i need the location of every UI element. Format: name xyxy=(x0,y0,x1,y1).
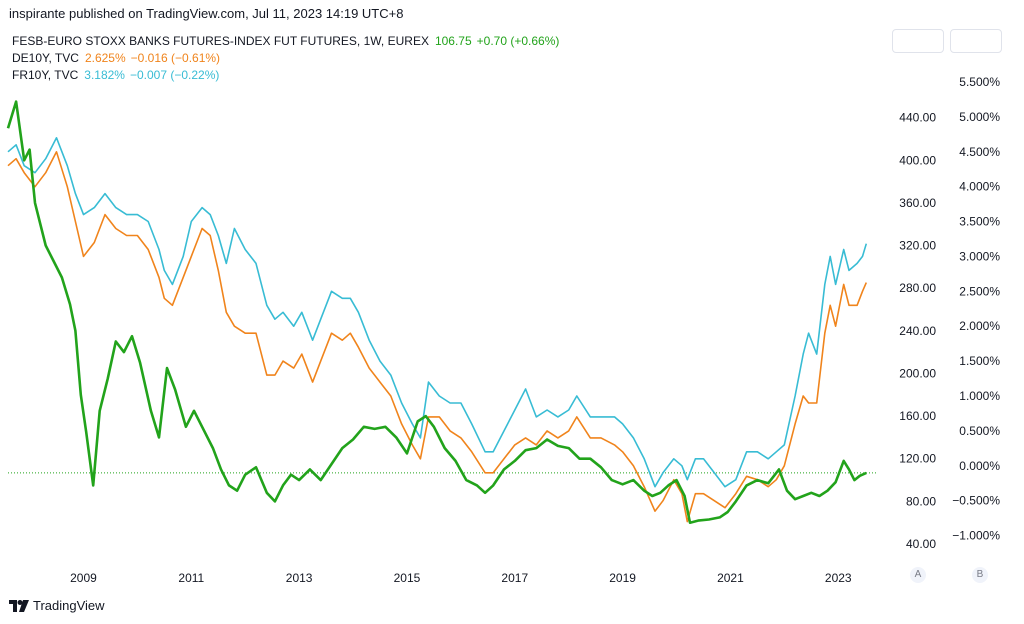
legend-change: −0.007 (−0.22%) xyxy=(129,68,220,82)
y-right-tick-label: 0.500% xyxy=(959,424,1000,438)
x-tick-label: 2009 xyxy=(70,571,97,585)
y-right-tick-label: −0.500% xyxy=(952,494,1000,508)
x-tick-label: 2021 xyxy=(717,571,744,585)
y-left-tick-label: 320.00 xyxy=(899,239,936,253)
y-right-tick-label: 0.000% xyxy=(959,459,1000,473)
legend-price: 3.182% xyxy=(84,68,125,82)
x-tick-label: 2019 xyxy=(609,571,636,585)
legend-symbol: FR10Y, TVC xyxy=(12,68,79,82)
legend-row-fesb[interactable]: FESB-EURO STOXX BANKS FUTURES-INDEX FUT … xyxy=(12,33,559,50)
legend-row-fr10y[interactable]: FR10Y, TVC 3.182% −0.007 (−0.22%) xyxy=(12,67,559,84)
legend-change: −0.016 (−0.61%) xyxy=(130,51,221,65)
y-right-tick-label: 1.500% xyxy=(959,354,1000,368)
left-scale-price-box[interactable] xyxy=(892,29,944,53)
legend-price: 2.625% xyxy=(84,51,126,65)
y-left-tick-label: 240.00 xyxy=(899,324,936,338)
scale-a-button[interactable]: A xyxy=(910,567,926,583)
legend-change: +0.70 (+0.66%) xyxy=(476,34,560,48)
x-tick-label: 2017 xyxy=(501,571,528,585)
y-right-tick-label: −1.000% xyxy=(952,529,1000,543)
footer-brand-text: TradingView xyxy=(33,598,105,613)
y-right-tick-label: 5.000% xyxy=(959,110,1000,124)
y-left-tick-label: 40.00 xyxy=(906,537,936,551)
series-line-0 xyxy=(6,100,867,524)
y-right-tick-label: 2.000% xyxy=(959,319,1000,333)
legend-symbol: DE10Y, TVC xyxy=(12,51,79,65)
chart-legend: FESB-EURO STOXX BANKS FUTURES-INDEX FUT … xyxy=(12,33,559,84)
x-tick-label: 2013 xyxy=(286,571,313,585)
y-left-tick-label: 80.00 xyxy=(906,494,936,508)
right-scale-price-box[interactable] xyxy=(950,29,1002,53)
y-left-tick-label: 120.00 xyxy=(899,452,936,466)
legend-symbol: FESB-EURO STOXX BANKS FUTURES-INDEX FUT … xyxy=(12,34,429,48)
series-line-2 xyxy=(7,137,868,488)
y-left-tick-label: 280.00 xyxy=(899,281,936,295)
footer-brand[interactable]: TradingView xyxy=(9,598,105,613)
y-right-tick-label: 5.500% xyxy=(959,75,1000,89)
y-right-tick-label: 3.500% xyxy=(959,215,1000,229)
y-left-tick-label: 160.00 xyxy=(899,409,936,423)
x-tick-label: 2023 xyxy=(825,571,852,585)
series-line-1 xyxy=(7,151,868,523)
x-tick-label: 2011 xyxy=(178,571,204,585)
y-right-tick-label: 2.500% xyxy=(959,284,1000,298)
tradingview-logo-icon xyxy=(9,599,29,612)
y-left-tick-label: 360.00 xyxy=(899,196,936,210)
y-right-tick-label: 4.000% xyxy=(959,180,1000,194)
x-tick-label: 2015 xyxy=(394,571,421,585)
y-left-tick-label: 200.00 xyxy=(899,366,936,380)
y-right-tick-label: 1.000% xyxy=(959,389,1000,403)
y-left-tick-label: 400.00 xyxy=(899,153,936,167)
publisher-header: inspirante published on TradingView.com,… xyxy=(9,6,404,21)
scale-b-button[interactable]: B xyxy=(972,567,988,583)
y-right-tick-label: 4.500% xyxy=(959,145,1000,159)
y-left-tick-label: 440.00 xyxy=(899,111,936,125)
y-right-tick-label: 3.000% xyxy=(959,249,1000,263)
legend-row-de10y[interactable]: DE10Y, TVC 2.625% −0.016 (−0.61%) xyxy=(12,50,559,67)
legend-price: 106.75 xyxy=(434,34,472,48)
